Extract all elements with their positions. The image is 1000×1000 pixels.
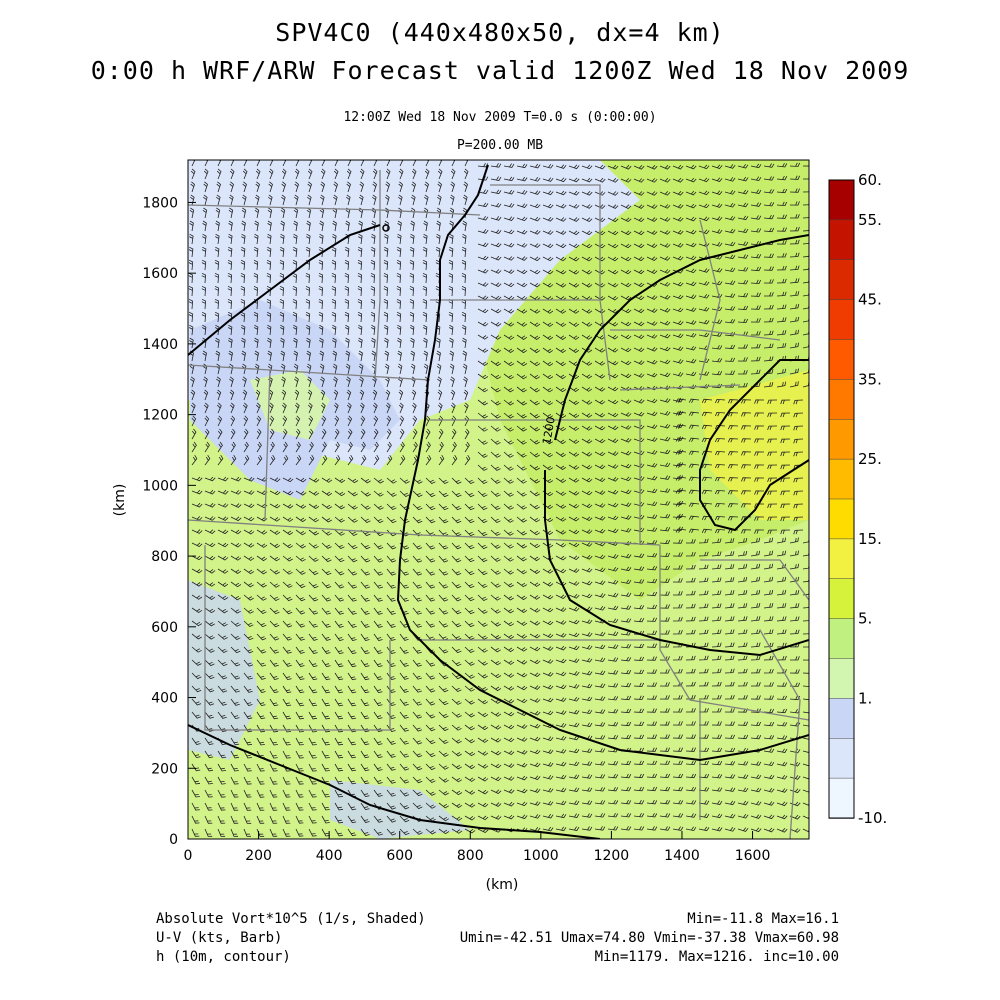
colorbar-swatch [828,299,855,341]
x-tick-label: 0 [184,848,193,864]
colorbar-label: 25. [858,450,882,468]
colorbar-swatch [828,379,855,420]
shading-high-vorticity-region [700,370,809,520]
colorbar-label: 15. [858,530,882,548]
x-tick-label: 1400 [664,848,700,864]
boundary-line [430,419,641,545]
wind-barbs [188,160,809,837]
y-tick-label: 200 [151,761,178,777]
colorbar-swatch [828,219,855,261]
colorbar-label: 45. [858,291,882,309]
colorbar-swatch [828,618,855,660]
boundary-line [699,219,721,381]
x-axis-label: (km) [486,877,519,893]
x-tick-label: 200 [245,848,272,864]
colorbar-frame [828,179,855,819]
boundary-line [490,184,601,300]
colorbar: 60. 55. 45. 35. 25. 15. 5. 1. -10. [828,171,887,827]
x-tick-label: 400 [316,848,343,864]
footer-wind-range: Umin=-42.51 Umax=74.80 Vmin=-37.38 Vmax=… [459,930,839,946]
y-tick-label: 400 [151,691,178,707]
colorbar-swatch [828,498,855,540]
boundary-line [700,559,809,601]
footer-height-range: Min=1179. Max=1216. inc=10.00 [594,949,839,965]
colorbar-swatch [828,458,855,500]
boundary-line [264,369,271,521]
height-contours [188,164,809,839]
footer-vorticity-range: Min=-11.8 Max=16.1 [687,911,839,927]
height-contour [396,164,809,762]
colorbar-swatch [828,419,855,460]
footer-height-label: h (10m, contour) [156,949,291,965]
colorbar-label: 60. [858,171,882,189]
y-axis-label: (km) [112,484,128,517]
colorbar-label: 5. [858,610,872,628]
colorbar-label: 55. [858,211,882,229]
y-tick-label: 1400 [142,337,178,353]
boundary-line [659,545,809,721]
boundary-line [619,384,741,391]
colorbar-swatch [828,698,855,739]
boundary-line [188,519,661,546]
y-tick-label: 1000 [142,478,178,494]
state-boundaries [188,170,809,839]
colorbar-swatch [828,658,855,700]
colorbar-label: 35. [858,370,882,388]
contour-label: 1200 [540,416,558,446]
boundary-line [204,545,391,731]
colorbar-label: -10. [858,809,887,827]
colorbar-swatch [828,738,855,779]
x-axis: 0 200 400 600 800 1000 1200 1400 1600 [184,831,771,864]
x-tick-label: 800 [457,848,484,864]
height-contour [188,224,381,356]
y-axis: 0 200 400 600 800 1000 1200 1400 1600 1800 [142,195,196,848]
plot-frame [187,159,810,840]
height-contour [188,724,601,839]
footer-wind-label: U-V (kts, Barb) [156,930,283,946]
height-contour [554,234,809,441]
contour-marker [382,224,390,232]
colorbar-swatch [828,777,855,819]
y-tick-label: 1200 [142,408,178,424]
map-title-line-2: 0:00 h WRF/ARW Forecast valid 1200Z Wed … [90,56,910,85]
valid-time-line: 12:00Z Wed 18 Nov 2009 T=0.0 s (0:00:00) [343,110,657,125]
boundary-line [374,170,381,381]
colorbar-swatch [828,179,855,221]
y-tick-label: 800 [151,549,178,565]
boundary-line [759,629,801,839]
colorbar-swatch [828,339,855,381]
y-tick-label: 0 [169,832,178,848]
height-contour [699,359,809,532]
colorbar-swatch [828,259,855,301]
y-tick-label: 1600 [142,266,178,282]
shading-yellowgreen-region [470,160,809,600]
y-tick-label: 1800 [142,195,178,211]
height-contour [544,470,809,657]
boundary-line [610,329,781,341]
colorbar-label: 1. [858,689,872,707]
colorbar-swatch [828,538,855,580]
x-tick-label: 1200 [594,848,630,864]
pressure-level-line: P=200.00 MB [456,138,544,153]
y-tick-label: 600 [151,620,178,636]
vorticity-shading [188,160,809,839]
wind-barb-field [188,160,809,837]
x-tick-label: 1000 [523,848,559,864]
colorbar-swatch [828,578,855,620]
map-title-line-1: SPV4C0 (440x480x50, dx=4 km) [275,18,725,47]
x-tick-label: 1600 [735,848,771,864]
x-tick-label: 600 [386,848,413,864]
footer-vorticity-label: Absolute Vort*10^5 (1/s, Shaded) [156,911,426,927]
shading-lavender-southwest [188,580,260,760]
